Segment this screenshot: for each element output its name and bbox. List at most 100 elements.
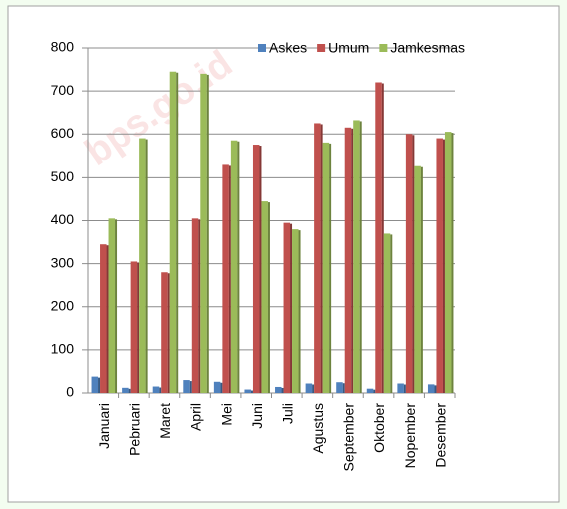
bar-side [403, 384, 406, 393]
bar-side [359, 121, 362, 393]
bar [252, 145, 260, 393]
bar [314, 123, 321, 393]
bar-side [137, 262, 140, 393]
bar [383, 233, 391, 393]
x-tick-label: Nopember [402, 403, 418, 469]
bar [444, 132, 452, 393]
y-tick-label: 100 [51, 341, 75, 357]
bar [108, 218, 116, 393]
bar [169, 71, 177, 393]
bar [261, 201, 268, 393]
bar [139, 138, 146, 393]
bar [283, 222, 291, 393]
x-tick-label: Mei [218, 403, 234, 426]
bar [436, 138, 443, 393]
bar-side [390, 234, 393, 393]
bar-side [298, 230, 301, 393]
bar-side [412, 135, 415, 393]
bar-side [128, 388, 131, 393]
y-tick-label: 800 [51, 39, 75, 55]
y-tick-label: 500 [51, 168, 75, 184]
bar [222, 164, 229, 393]
bar-side [434, 385, 437, 393]
bar-side [342, 383, 345, 393]
bar-side [145, 139, 148, 393]
bar [353, 120, 360, 393]
bar-side [159, 387, 162, 393]
x-tick-label: Januari [96, 403, 112, 449]
x-tick-label: September [341, 403, 357, 472]
bar [130, 261, 138, 393]
bar-side [451, 133, 454, 393]
y-tick-label: 700 [51, 82, 75, 98]
x-tick-label: Pebruari [127, 403, 143, 456]
bar [405, 134, 413, 393]
x-tick-label: April [188, 403, 204, 431]
bar-side [228, 165, 231, 393]
legend-swatch [258, 44, 266, 52]
bar-side [206, 74, 209, 393]
bar [100, 244, 107, 393]
bar-side [167, 273, 170, 393]
bar [292, 229, 299, 393]
legend-label: Umum [328, 40, 369, 56]
bar [200, 73, 207, 393]
bar-side [312, 384, 315, 393]
bar [91, 376, 99, 393]
bar-side [198, 219, 201, 393]
x-tick-label: Agustus [310, 403, 326, 454]
bar [275, 386, 282, 393]
bar [322, 142, 330, 393]
bar-side [281, 387, 284, 393]
bar [414, 165, 421, 393]
bar [213, 381, 221, 393]
bar [152, 386, 160, 393]
bar [397, 383, 404, 393]
bar [366, 388, 374, 393]
bar [183, 380, 190, 393]
bar [375, 82, 382, 393]
y-tick-label: 0 [66, 384, 74, 400]
legend-label: Askes [269, 40, 307, 56]
bar [336, 382, 343, 393]
bar [191, 218, 199, 393]
y-tick-label: 600 [51, 125, 75, 141]
x-tick-label: Juli [279, 403, 295, 424]
bar-side [329, 143, 332, 393]
bar-side [259, 146, 262, 393]
bar-side [267, 202, 270, 393]
bar [230, 140, 238, 393]
bar-side [106, 245, 109, 393]
bar [244, 389, 251, 393]
legend-swatch [379, 44, 388, 52]
x-tick-label: Maret [157, 403, 173, 439]
y-tick-label: 400 [51, 211, 75, 227]
bar-side [442, 139, 445, 393]
bar-side [351, 128, 354, 393]
bar [344, 127, 352, 393]
chart-frame [7, 5, 560, 503]
bar-side [98, 377, 101, 393]
x-tick-label: Oktober [371, 403, 387, 453]
bar-side [237, 141, 240, 393]
legend-label: Jamkesmas [390, 40, 465, 56]
bar-side [220, 382, 223, 393]
bar [305, 383, 313, 393]
bar-side [115, 219, 118, 393]
bar-side [381, 83, 384, 393]
bar-side [320, 124, 323, 393]
x-tick-label: Desember [432, 403, 448, 468]
bar [161, 272, 168, 393]
bar [122, 387, 129, 393]
y-tick-label: 300 [51, 254, 75, 270]
bar-side [420, 166, 423, 393]
bar-side [290, 223, 293, 393]
x-tick-label: Juni [249, 403, 265, 429]
y-tick-label: 200 [51, 297, 75, 313]
bar-side [189, 381, 192, 393]
bar-side [250, 390, 253, 393]
bar-side [373, 389, 376, 393]
bar-side [176, 72, 179, 393]
legend-swatch [317, 44, 326, 52]
